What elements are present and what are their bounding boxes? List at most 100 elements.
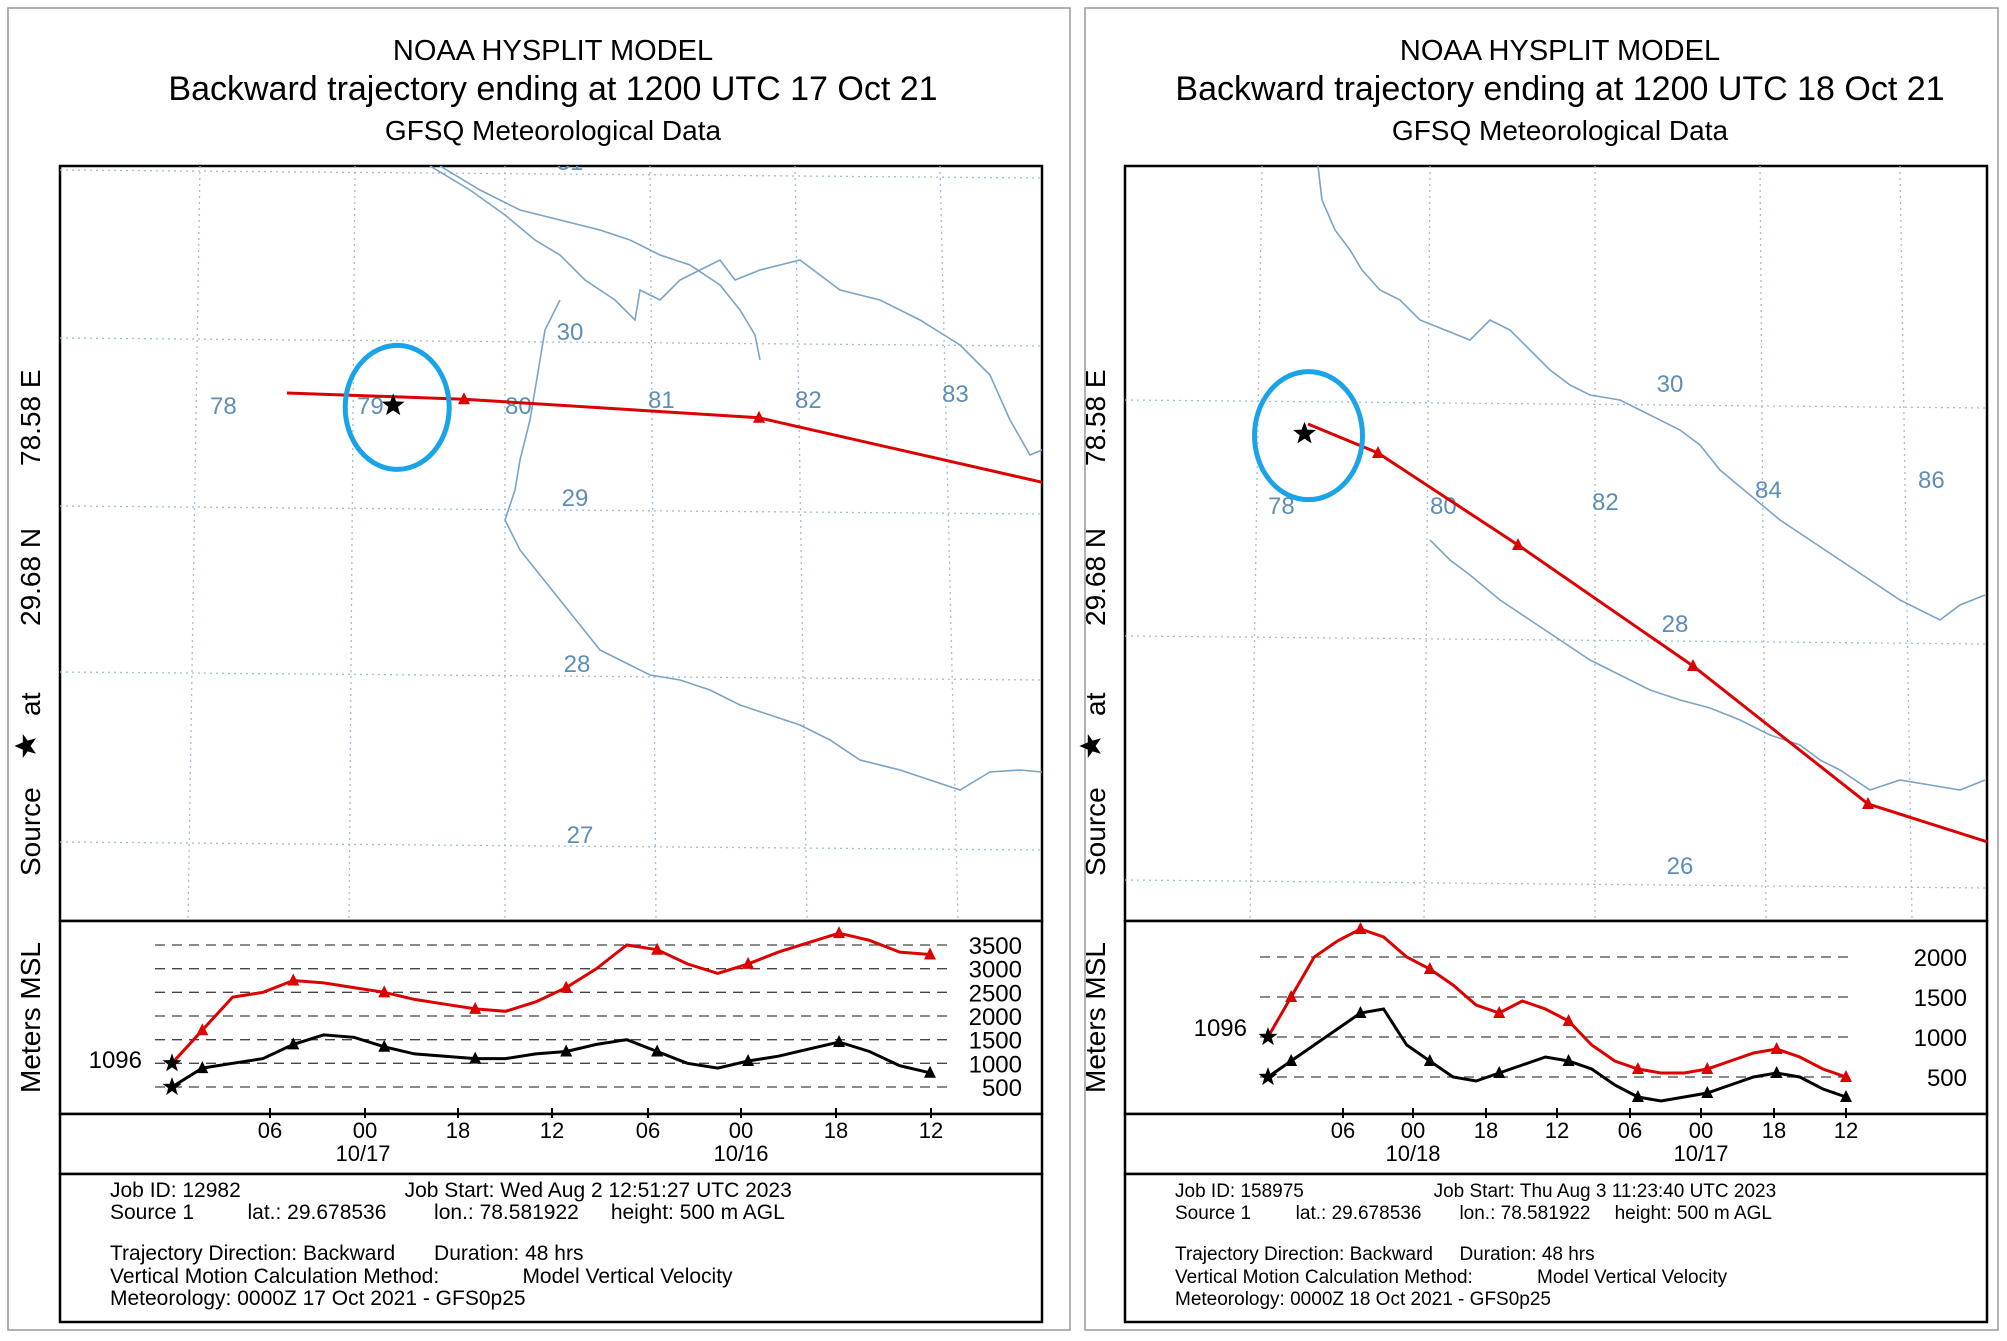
vertical-ylabel-group: Meters MSL — [15, 942, 46, 1093]
vertical-tick-label: 1500 — [969, 1028, 1022, 1055]
time-tick-label: 12 — [1834, 1118, 1858, 1143]
footer-source: Source 1 — [110, 1201, 194, 1224]
trajectory-upper-marker — [1562, 1014, 1575, 1026]
vertical-profile-box — [58, 919, 1044, 1116]
trajectory-upper-marker — [1840, 1070, 1852, 1082]
footer-job-start: Job Start: Thu Aug 3 11:23:40 UTC 2023 — [1434, 1181, 1777, 1202]
footer-job-id: Job ID: 158975 — [1175, 1181, 1304, 1202]
parallel-line — [60, 841, 1042, 851]
footer-meteorology: Meteorology: 0000Z 17 Oct 2021 - GFS0p25 — [110, 1287, 526, 1310]
source-at-text: at — [15, 692, 46, 716]
footer-vertical-method: Vertical Motion Calculation Method: — [1175, 1267, 1473, 1288]
trajectory-marker — [753, 410, 765, 423]
trajectory-lower-marker — [560, 1044, 573, 1057]
footer-box — [58, 1172, 1044, 1324]
vertical-start-label: 1096 — [89, 1047, 142, 1074]
trajectory-lower-marker — [469, 1051, 482, 1064]
data-source-label: GFSQ Meteorological Data — [1392, 115, 1729, 146]
map-boundary — [429, 166, 1042, 791]
trajectory-lower-start-star — [1258, 1067, 1278, 1086]
date-label: 10/18 — [1385, 1141, 1440, 1166]
trajectory-lower-marker — [196, 1061, 209, 1074]
vertical-tick-label: 500 — [982, 1075, 1022, 1102]
chart-title: NOAA HYSPLIT MODEL — [393, 35, 713, 67]
vertical-start-label: 1096 — [1194, 1015, 1247, 1042]
date-label: 10/17 — [1673, 1141, 1728, 1166]
source-highlight-circle — [1252, 369, 1365, 503]
map-content: 7879808182833130292827 — [60, 166, 1042, 921]
vertical-profile-box — [1123, 919, 1989, 1116]
source-lon-text: 78.58 E — [15, 369, 46, 466]
source-lat-text: 29.68 N — [1080, 528, 1111, 626]
trajectory-marker — [458, 392, 470, 405]
trajectory-path — [286, 391, 1042, 484]
chart-subtitle: Backward trajectory ending at 1200 UTC 1… — [1175, 70, 1944, 108]
lat-label: 28 — [564, 651, 591, 678]
lon-label: 83 — [942, 381, 969, 408]
footer-lat: lat.: 29.678536 — [1296, 1203, 1422, 1224]
trajectory-upper-marker — [196, 1023, 209, 1036]
footer-meteorology: Meteorology: 0000Z 18 Oct 2021 - GFS0p25 — [1175, 1289, 1551, 1310]
trajectory-marker — [1687, 659, 1699, 671]
vertical-tick-label: 500 — [1927, 1065, 1967, 1092]
trajectory-lower-marker — [1423, 1054, 1436, 1066]
trajectory-marker — [1512, 538, 1524, 550]
trajectory-upper-marker — [1285, 990, 1298, 1002]
chart-title: NOAA HYSPLIT MODEL — [1400, 35, 1720, 67]
trajectory-marker — [1372, 446, 1384, 459]
lat-label: 26 — [1667, 853, 1694, 880]
time-tick-label: 00 — [729, 1118, 753, 1143]
footer-lon: lon.: 78.581922 — [1459, 1203, 1590, 1224]
vertical-tick-label: 2500 — [969, 980, 1022, 1007]
vertical-ylabel-group: Meters MSL — [1080, 942, 1111, 1093]
vertical-tick-label: 1500 — [1914, 985, 1967, 1012]
source-label-group: Source at 29.68 N 78.58 E — [14, 369, 46, 876]
vertical-tick-label: 3000 — [969, 957, 1022, 984]
source-at-text: at — [1080, 692, 1111, 716]
map-box — [58, 164, 1044, 923]
time-tick-label: 00 — [1689, 1118, 1713, 1143]
lat-label: 29 — [562, 485, 589, 512]
trajectory-upper-marker — [469, 1001, 482, 1014]
trajectory-lower-marker — [378, 1039, 391, 1052]
trajectory-marker — [1862, 796, 1874, 809]
vertical-tick-label: 2000 — [969, 1004, 1022, 1031]
trajectory-upper-marker — [1493, 1006, 1506, 1018]
lon-label: 81 — [648, 387, 675, 414]
source-label-group: Source at 29.68 N 78.58 E — [1079, 369, 1111, 876]
trajectory-lower-marker — [742, 1053, 755, 1066]
source-label-text: Source — [15, 787, 46, 876]
trajectory-lower-marker — [1770, 1066, 1783, 1078]
parallel-line — [60, 337, 1042, 347]
trajectory-upper-marker — [1631, 1062, 1644, 1074]
source-label-text: Source — [1080, 787, 1111, 876]
map-box — [1123, 164, 1989, 923]
vertical-tick-label: 3500 — [969, 933, 1022, 960]
trajectory-lower-marker — [1285, 1054, 1298, 1066]
footer-vertical-method: Vertical Motion Calculation Method: — [110, 1265, 439, 1288]
source-star — [381, 393, 405, 416]
vertical-tick-label: 2000 — [1914, 945, 1967, 972]
lat-label: 28 — [1662, 611, 1689, 638]
trajectory-path — [1307, 422, 1987, 844]
footer-direction: Trajectory Direction: Backward — [1175, 1244, 1433, 1265]
source-highlight-circle — [342, 342, 452, 472]
lon-label: 84 — [1755, 477, 1782, 504]
trajectory-lower-marker — [833, 1035, 846, 1048]
trajectory-lower-start-star — [162, 1077, 182, 1096]
trajectory-lower-line — [171, 1033, 931, 1089]
time-axis-box — [58, 1112, 1044, 1176]
time-tick-label: 12 — [1545, 1118, 1569, 1143]
trajectory-lower-marker — [1562, 1054, 1575, 1066]
trajectory-upper-start-star — [1258, 1027, 1278, 1046]
parallel-line — [60, 169, 1042, 179]
footer-source: Source 1 — [1175, 1203, 1251, 1224]
trajectory-upper-start-star — [162, 1053, 182, 1072]
footer-height: height: 500 m AGL — [611, 1201, 785, 1224]
source-star — [1293, 421, 1316, 444]
footer-vertical-value: Model Vertical Velocity — [522, 1265, 733, 1288]
